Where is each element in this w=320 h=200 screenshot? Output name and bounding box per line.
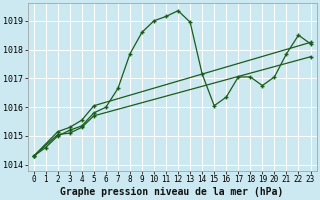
X-axis label: Graphe pression niveau de la mer (hPa): Graphe pression niveau de la mer (hPa) <box>60 186 284 197</box>
